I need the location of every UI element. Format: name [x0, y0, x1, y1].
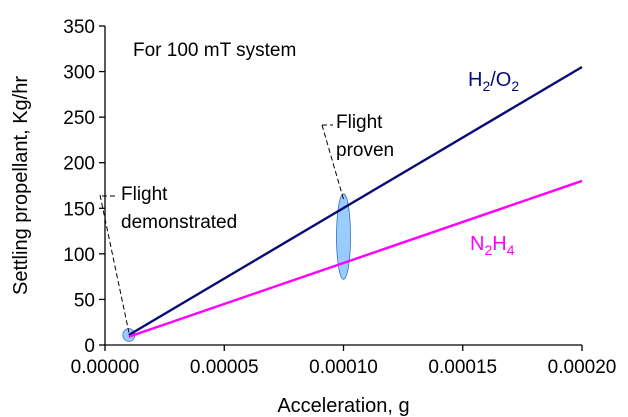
y-tick-label: 50 [74, 290, 95, 311]
x-tick-label: 0.00000 [71, 357, 140, 378]
x-tick-label: 0.00005 [190, 357, 259, 378]
chart-labels: Acceleration, g Settling propellant, Kg/h… [10, 40, 519, 417]
x-tick-label: 0.00010 [309, 357, 378, 378]
region-ellipse-flight-proven [336, 193, 351, 280]
system-note: For 100 mT system [133, 40, 296, 61]
annotation-text: Flight [336, 112, 383, 133]
series-label-subscript: 4 [507, 242, 515, 258]
series-label-text: N [470, 233, 484, 255]
annotation-text: proven [336, 140, 394, 161]
annotation-text: demonstrated [121, 212, 237, 233]
x-tick-label: 0.00015 [428, 357, 497, 378]
annotation-text: Flight [121, 184, 168, 205]
series-label-n2h4: N2H4 [470, 233, 515, 258]
annotation-leader [99, 194, 130, 333]
series-label-subscript: 2 [511, 78, 519, 94]
series-label-h2-o2: H2/O2 [468, 69, 519, 94]
series-label-text: H [492, 233, 506, 255]
y-tick-label: 100 [63, 245, 95, 266]
y-tick-label: 350 [63, 17, 95, 38]
series-label-subscript: 2 [482, 78, 490, 94]
series-label-text: H [468, 69, 482, 91]
series-label-text: /O [490, 69, 511, 91]
y-tick-label: 150 [63, 199, 95, 220]
series-line-n2h4 [128, 179, 583, 338]
y-axis-title: Settling propellant, Kg/hr [10, 76, 32, 295]
flight-regions [122, 193, 351, 342]
x-tick-label: 0.00020 [548, 357, 617, 378]
axes: 0 50 100 150 200 250 300 350 0.00000 0.00005 0.000… [63, 17, 616, 378]
x-axis-title: Acceleration, g [277, 395, 409, 417]
series-line-h2-o2 [128, 65, 583, 337]
annotation-leader [321, 124, 344, 200]
y-tick-label: 300 [63, 63, 95, 84]
y-tick-label: 250 [63, 108, 95, 129]
data-series [128, 65, 583, 338]
y-tick-label: 200 [63, 154, 95, 175]
y-tick-label: 0 [84, 336, 95, 357]
series-label-subscript: 2 [484, 242, 492, 258]
